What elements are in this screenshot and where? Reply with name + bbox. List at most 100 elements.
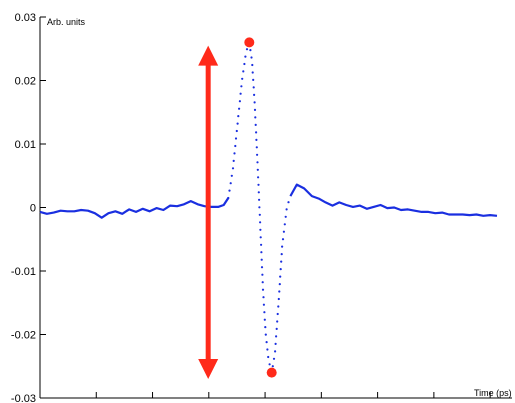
series-line-solid	[289, 183, 498, 217]
series-dot	[264, 326, 267, 329]
series-dot	[238, 107, 241, 110]
series-dot	[257, 191, 260, 194]
series-dot	[266, 348, 269, 351]
series-dot	[251, 63, 254, 67]
series-dot	[251, 71, 254, 74]
series-dot	[275, 335, 278, 338]
series-dot	[241, 77, 244, 80]
series-line-solid	[39, 197, 230, 219]
series-dot	[235, 129, 238, 133]
series-dot	[282, 230, 285, 233]
series-dot	[257, 176, 260, 179]
series-dot	[263, 311, 266, 314]
series-dot	[237, 115, 240, 118]
peak-marker	[266, 367, 277, 378]
series-dot	[277, 305, 280, 308]
series-layer	[39, 41, 498, 373]
series-dot	[230, 174, 233, 177]
series-dot	[262, 303, 265, 306]
series-dot	[267, 355, 270, 359]
series-dot	[258, 198, 261, 201]
series-dot	[272, 357, 276, 360]
series-dot	[234, 144, 237, 148]
series-dot	[264, 333, 267, 336]
series-dot	[278, 283, 281, 286]
series-dot	[227, 196, 230, 200]
series-dot	[258, 213, 261, 216]
series-dot	[262, 296, 265, 299]
series-dot	[232, 159, 235, 162]
series-dot	[252, 78, 255, 81]
series-dot	[244, 55, 247, 58]
series-dot	[259, 221, 262, 224]
axes	[39, 16, 512, 399]
series-dot	[255, 146, 258, 149]
series-dot	[255, 138, 258, 141]
series-dot	[280, 253, 283, 256]
series-dot	[283, 223, 286, 226]
y-tick-label: 0.03	[15, 12, 36, 24]
arrow-head-down	[198, 358, 219, 379]
series-dot	[250, 56, 253, 59]
y-tick-label: 0	[30, 203, 36, 215]
arrow-head-up	[198, 45, 219, 66]
series-dot	[279, 268, 282, 271]
series-dot	[260, 251, 263, 254]
series-dot	[287, 201, 290, 204]
series-dot	[253, 108, 257, 111]
series-dot	[228, 189, 231, 192]
series-dot	[239, 92, 242, 95]
y-axis-label: Arb. units	[47, 17, 86, 27]
series-dot	[252, 86, 255, 89]
x-axis-label: Time (ps)	[474, 388, 512, 398]
series-dot	[256, 168, 259, 171]
series-dot	[274, 342, 277, 345]
series-dot	[253, 101, 256, 104]
series-dot	[255, 131, 258, 134]
y-ticks: 0.03 0.02 0.01 0 -0.01 -0.02 -0.03	[11, 12, 46, 403]
series-dot	[261, 273, 264, 276]
series-dot	[261, 288, 265, 291]
peak-marker	[244, 37, 255, 48]
series-dot	[257, 183, 260, 186]
series-dot	[276, 320, 279, 323]
series-dot	[259, 236, 262, 239]
y-tick-label: -0.03	[11, 393, 36, 403]
series-dot	[285, 208, 288, 211]
series-dot	[256, 161, 259, 164]
series-dot	[284, 215, 287, 218]
series-dot	[229, 182, 232, 185]
series-dot	[254, 123, 257, 126]
red-arrow	[198, 45, 219, 379]
series-dot	[238, 100, 241, 103]
y-tick-label: 0.02	[15, 76, 36, 88]
series-dot	[274, 350, 277, 353]
series-dot	[279, 275, 282, 278]
series-dot	[268, 363, 271, 366]
series-dot	[258, 206, 261, 209]
series-dot	[240, 85, 243, 88]
series-dot	[256, 153, 259, 156]
series-dot	[233, 152, 236, 155]
series-dot	[278, 290, 281, 293]
series-dot	[261, 281, 264, 284]
y-tick-label: 0.01	[15, 139, 36, 151]
series-dot	[263, 318, 266, 321]
markers-layer	[244, 37, 277, 378]
series-dot	[242, 70, 245, 73]
series-dot	[265, 341, 268, 344]
x-ticks	[95, 392, 491, 398]
series-dot	[245, 48, 249, 51]
series-dot	[234, 137, 238, 140]
series-dot	[271, 365, 274, 368]
series-dot	[260, 266, 264, 269]
series-dot	[236, 122, 239, 125]
y-tick-label: -0.02	[11, 330, 36, 342]
series-dot	[281, 245, 284, 248]
series-dot	[276, 312, 279, 316]
series-dot	[253, 93, 256, 96]
series-dot	[254, 116, 257, 119]
y-tick-label: -0.01	[11, 266, 36, 278]
series-dot	[281, 238, 285, 241]
